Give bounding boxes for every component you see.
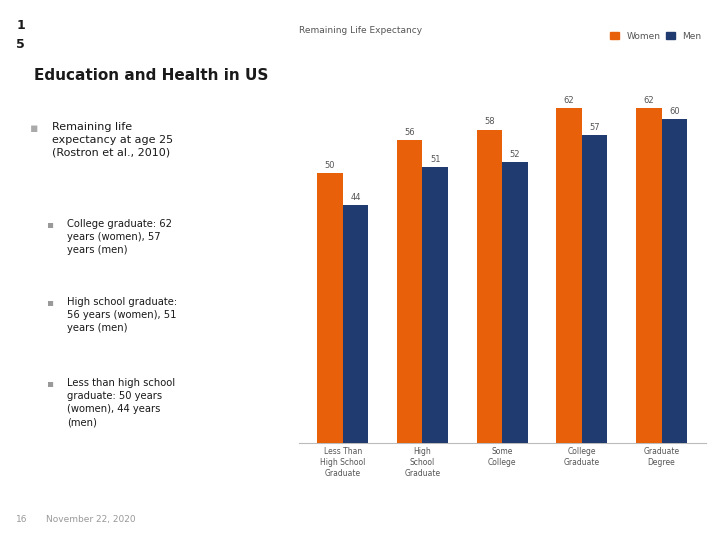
Text: High school graduate:
56 years (women), 51
years (men): High school graduate: 56 years (women), … bbox=[67, 297, 177, 333]
Text: November 22, 2020: November 22, 2020 bbox=[46, 515, 136, 524]
Text: 1: 1 bbox=[17, 19, 25, 32]
Text: 44: 44 bbox=[351, 193, 361, 202]
Text: 62: 62 bbox=[644, 96, 654, 105]
Text: 58: 58 bbox=[484, 117, 495, 126]
Text: ▪: ▪ bbox=[46, 378, 53, 388]
Text: Less than high school
graduate: 50 years
(women), 44 years
(men): Less than high school graduate: 50 years… bbox=[67, 378, 176, 428]
Text: 51: 51 bbox=[430, 155, 441, 164]
Text: ▪: ▪ bbox=[46, 219, 53, 229]
Text: College graduate: 62
years (women), 57
years (men): College graduate: 62 years (women), 57 y… bbox=[67, 219, 172, 255]
Text: 60: 60 bbox=[669, 106, 680, 116]
Text: 16: 16 bbox=[17, 515, 28, 524]
Text: 56: 56 bbox=[405, 128, 415, 137]
Text: 57: 57 bbox=[590, 123, 600, 132]
Text: ▪: ▪ bbox=[30, 122, 38, 134]
Text: Remaining Life Expectancy: Remaining Life Expectancy bbox=[299, 25, 422, 35]
Bar bbox=[557, 108, 582, 443]
Legend: Women, Men: Women, Men bbox=[610, 31, 701, 40]
Bar bbox=[662, 119, 687, 443]
Bar bbox=[503, 162, 528, 443]
Text: Remaining life
expectancy at age 25
(Rostron et al., 2010): Remaining life expectancy at age 25 (Ros… bbox=[53, 122, 174, 158]
Bar bbox=[423, 167, 448, 443]
Bar bbox=[636, 108, 662, 443]
Bar bbox=[582, 135, 608, 443]
Text: ▪: ▪ bbox=[46, 297, 53, 307]
Text: Education and Health in US: Education and Health in US bbox=[35, 68, 269, 83]
Bar bbox=[477, 130, 503, 443]
Text: 50: 50 bbox=[325, 160, 336, 170]
Bar bbox=[343, 205, 369, 443]
Text: 52: 52 bbox=[510, 150, 521, 159]
Bar bbox=[318, 173, 343, 443]
Text: 5: 5 bbox=[17, 38, 25, 51]
Text: 62: 62 bbox=[564, 96, 575, 105]
Bar bbox=[397, 140, 423, 443]
